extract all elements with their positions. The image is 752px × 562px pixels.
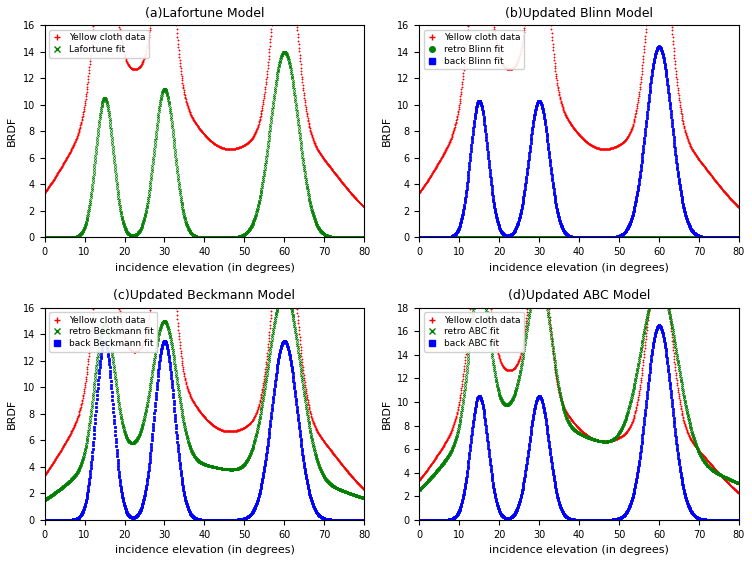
Y-axis label: BRDF: BRDF <box>381 116 392 147</box>
Legend: Yellow cloth data, Lafortune fit: Yellow cloth data, Lafortune fit <box>49 30 149 58</box>
Y-axis label: BRDF: BRDF <box>381 398 392 429</box>
Legend: Yellow cloth data, retro Beckmann fit, back Beckmann fit: Yellow cloth data, retro Beckmann fit, b… <box>49 312 157 352</box>
Title: (c)Updated Beckmann Model: (c)Updated Beckmann Model <box>114 289 296 302</box>
X-axis label: incidence elevation (in degrees): incidence elevation (in degrees) <box>114 262 294 273</box>
Legend: Yellow cloth data, retro ABC fit, back ABC fit: Yellow cloth data, retro ABC fit, back A… <box>423 312 523 352</box>
X-axis label: incidence elevation (in degrees): incidence elevation (in degrees) <box>114 545 294 555</box>
X-axis label: incidence elevation (in degrees): incidence elevation (in degrees) <box>489 545 669 555</box>
Y-axis label: BRDF: BRDF <box>7 398 17 429</box>
X-axis label: incidence elevation (in degrees): incidence elevation (in degrees) <box>489 262 669 273</box>
Y-axis label: BRDF: BRDF <box>7 116 17 147</box>
Title: (d)Updated ABC Model: (d)Updated ABC Model <box>508 289 650 302</box>
Title: (a)Lafortune Model: (a)Lafortune Model <box>144 7 264 20</box>
Title: (b)Updated Blinn Model: (b)Updated Blinn Model <box>505 7 653 20</box>
Legend: Yellow cloth data, retro Blinn fit, back Blinn fit: Yellow cloth data, retro Blinn fit, back… <box>423 30 523 70</box>
